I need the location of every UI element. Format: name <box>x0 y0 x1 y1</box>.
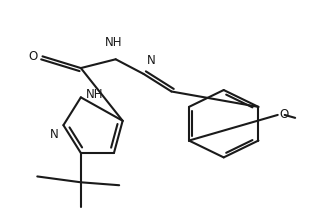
Text: NH: NH <box>105 36 123 49</box>
Text: N: N <box>49 128 58 141</box>
Text: O: O <box>279 108 289 121</box>
Text: N: N <box>147 54 156 67</box>
Text: NH: NH <box>86 88 104 101</box>
Text: O: O <box>28 50 37 63</box>
